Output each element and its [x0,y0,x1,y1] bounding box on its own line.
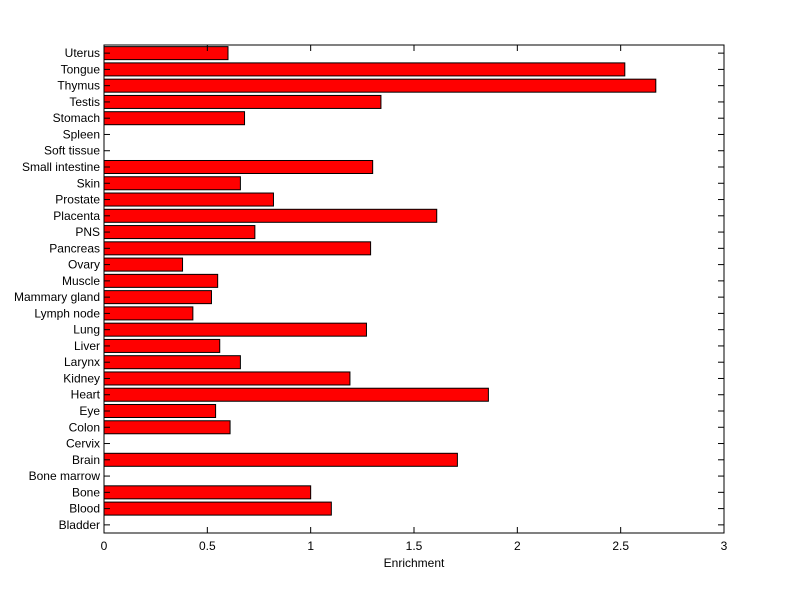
x-tick-label: 1 [307,539,314,553]
x-tick-label: 1.5 [406,539,423,553]
category-label: Cervix [66,437,100,451]
category-label: Bone marrow [29,469,101,483]
category-label: Kidney [63,371,100,385]
category-label: Small intestine [22,160,100,174]
category-label: Soft tissue [44,144,100,158]
category-label: PNS [75,225,100,239]
bar-heart [103,387,489,402]
bar-small-intestine [103,159,374,175]
bar-placenta [103,208,438,223]
bars-group [103,46,657,516]
category-label: Spleen [63,127,100,141]
category-label: Larynx [64,355,100,369]
category-label: Pancreas [49,241,100,255]
category-label: Skin [77,176,100,190]
category-labels: Bladder Blood Bone Bone marrow Brain Cervix Co… [14,46,101,532]
category-label: Colon [69,420,100,434]
category-label: Blood [69,502,100,516]
category-label: Ovary [68,258,100,272]
category-label: Lung [73,323,100,337]
x-axis-title: Enrichment [384,556,445,570]
category-label: Bladder [59,518,100,532]
category-label: Mammary gland [14,290,100,304]
bar-larynx [103,355,241,370]
category-label: Thymus [57,79,100,93]
bar-thymus [103,78,657,93]
bar-uterus [103,46,229,61]
bar-lung [103,322,367,337]
x-tick-label: 0 [101,539,108,553]
category-label: Bone [72,485,100,499]
bar-pancreas [103,241,372,256]
bar-eye [103,403,217,419]
bar-colon [103,420,231,435]
x-tick-label: 3 [721,539,728,553]
category-label: Placenta [53,209,100,223]
category-label: Brain [72,453,100,467]
bar-prostate [103,192,274,207]
bar-skin [103,176,241,191]
bar-tongue [103,62,626,77]
bar-liver [103,338,221,353]
x-tick-label: 2 [514,539,521,553]
x-tick-label: 0.5 [199,539,216,553]
bar-lymph-node [103,306,194,321]
category-label: Stomach [53,111,100,125]
category-label: Prostate [55,193,100,207]
bar-blood [103,501,332,516]
category-label: Testis [69,95,100,109]
category-label: Muscle [62,274,100,288]
bar-mammary-gland [103,290,212,305]
category-label: Tongue [61,62,101,76]
category-label: Uterus [65,46,100,60]
bar-bone [103,485,312,500]
x-tick-label: 2.5 [612,539,629,553]
ticks-group [103,45,725,533]
bar-testis [103,94,382,109]
bar-pns [103,225,256,240]
bar-ovary [103,257,184,272]
category-label: Heart [71,388,101,402]
category-label: Liver [74,339,100,353]
bar-kidney [103,371,351,386]
category-label: Eye [79,404,100,418]
bar-brain [103,452,458,467]
bar-stomach [103,111,246,126]
category-label: Lymph node [34,306,100,320]
x-tick-labels: 0 0.5 1 1.5 2 2.5 3 [101,539,728,553]
bar-muscle [103,273,219,288]
